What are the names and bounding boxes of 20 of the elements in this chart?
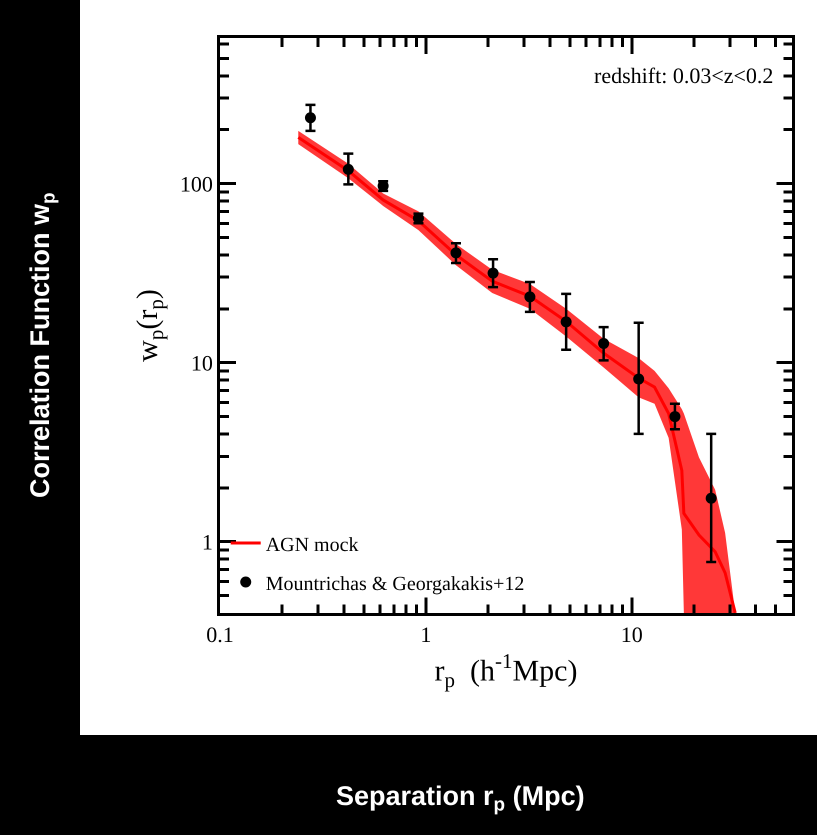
legend-label: Mountrichas & Georgakakis+12 xyxy=(266,572,524,595)
point xyxy=(669,411,680,422)
x-axis-title: r$_{p}$ (h$^{-1}$Mpc) xyxy=(434,649,578,692)
point xyxy=(633,374,644,385)
point xyxy=(706,492,717,504)
annotation: redshift: 0.03<z<0.2 xyxy=(594,63,774,88)
point xyxy=(560,316,572,328)
x-tick-label: 0.1 xyxy=(206,622,234,648)
y-tick-label: 1 xyxy=(202,529,213,554)
point xyxy=(342,164,354,175)
point xyxy=(304,112,316,124)
y-tick-label: 100 xyxy=(180,171,213,196)
text: Separation r$_{p}$ (Mpc) xyxy=(336,781,585,816)
x-tick-label: 1 xyxy=(420,622,432,648)
point xyxy=(488,268,499,279)
point xyxy=(450,247,462,258)
point xyxy=(524,291,536,302)
y-tick-label: 10 xyxy=(190,350,213,376)
x-tick-label: 10 xyxy=(620,622,643,648)
legend-label: AGN mock xyxy=(266,534,358,556)
